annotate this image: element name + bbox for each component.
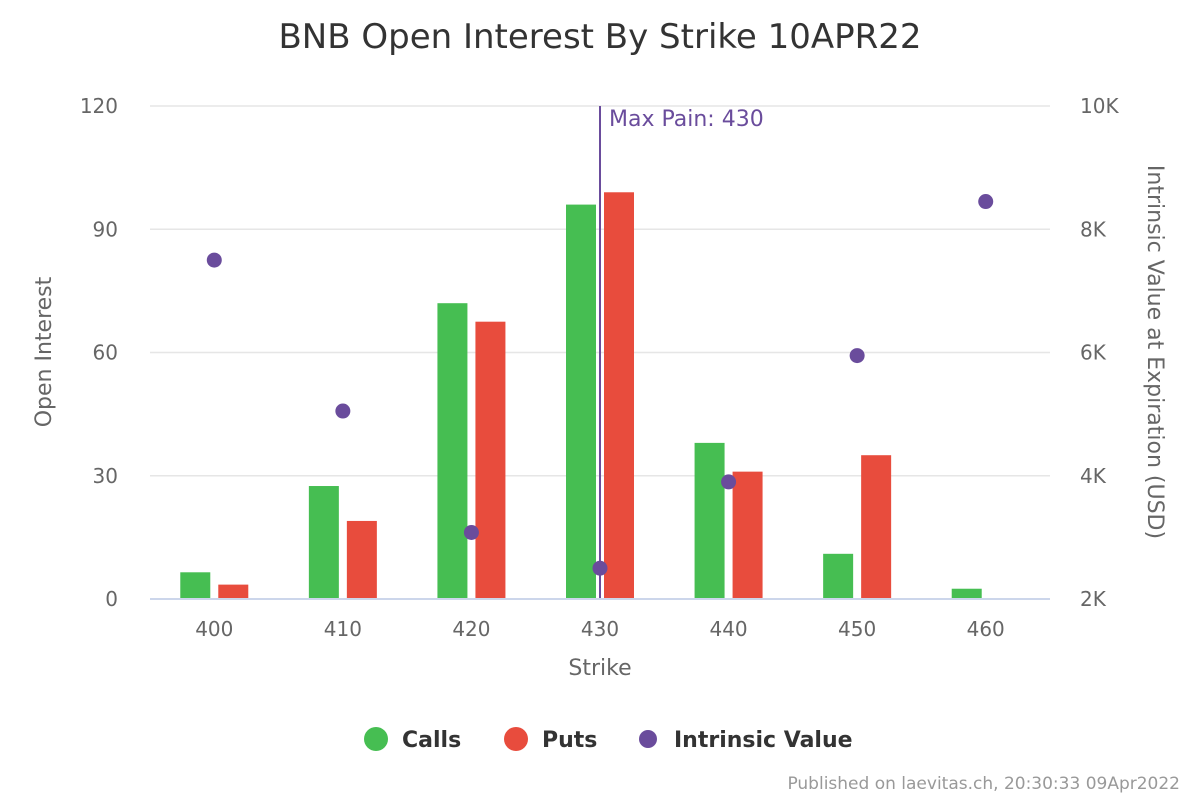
- calls-bar: [823, 553, 854, 599]
- puts-bar: [346, 520, 377, 599]
- y-tick-label: 30: [93, 464, 118, 488]
- legend-label: Puts: [542, 728, 597, 753]
- legend-item-calls[interactable]: Calls: [364, 727, 461, 753]
- legend-marker: [639, 730, 657, 748]
- x-tick-label: 430: [581, 617, 619, 641]
- x-tick-label: 450: [838, 617, 876, 641]
- calls-bar: [180, 572, 211, 599]
- intrinsic-value-point: [463, 524, 479, 540]
- x-tick-label: 460: [967, 617, 1005, 641]
- max-pain-label: Max Pain: 430: [609, 107, 764, 132]
- calls-bar: [566, 204, 596, 599]
- credit: Published on laevitas.ch, 20:30:33 09Apr…: [787, 774, 1180, 794]
- y-tick-label: 90: [93, 217, 118, 241]
- bars-layer: [180, 192, 982, 599]
- puts-bar: [218, 584, 249, 599]
- legend: Calls Puts Intrinsic Value: [364, 727, 853, 753]
- y2-tick-label: 2K: [1080, 587, 1107, 611]
- intrinsic-value-point: [721, 474, 737, 490]
- y-tick-label: 0: [105, 587, 118, 611]
- x-tick-label: 400: [195, 617, 233, 641]
- puts-bar: [604, 192, 634, 599]
- y2-tick-label: 8K: [1080, 217, 1107, 241]
- y2-axis-title: Intrinsic Value at Expiration (USD): [1142, 165, 1167, 539]
- puts-bar: [732, 471, 763, 599]
- y2-tick-label: 6K: [1080, 341, 1107, 365]
- intrinsic-points-layer: [206, 194, 994, 576]
- y2-tick-label: 4K: [1080, 464, 1107, 488]
- calls-bar: [308, 486, 339, 599]
- intrinsic-value-point: [206, 252, 222, 268]
- intrinsic-value-point: [849, 348, 865, 364]
- legend-label: Calls: [402, 728, 461, 753]
- x-tick-label: 410: [324, 617, 362, 641]
- y-axis: 0 30 60 90 120: [80, 94, 118, 611]
- x-axis-title: Strike: [568, 656, 631, 681]
- calls-bar: [951, 588, 982, 599]
- legend-label: Intrinsic Value: [674, 728, 853, 753]
- y-axis-title: Open Interest: [32, 276, 57, 427]
- x-axis: 400 410 420 430 440 450 460: [150, 598, 1050, 641]
- puts-bar: [475, 321, 506, 599]
- legend-item-puts[interactable]: Puts: [504, 727, 597, 753]
- chart-title: BNB Open Interest By Strike 10APR22: [278, 17, 921, 57]
- legend-marker: [364, 727, 388, 751]
- legend-marker: [504, 727, 528, 751]
- y2-axis: 2K 4K 6K 8K 10K: [1080, 94, 1119, 611]
- puts-bar: [861, 455, 892, 599]
- x-tick-label: 440: [709, 617, 747, 641]
- calls-bar: [694, 442, 725, 599]
- y-tick-label: 120: [80, 94, 118, 118]
- intrinsic-value-point: [592, 560, 608, 576]
- x-tick-label: 420: [452, 617, 490, 641]
- legend-item-intrinsic-value[interactable]: Intrinsic Value: [639, 728, 853, 753]
- max-pain-annotation: Max Pain: 430: [599, 106, 764, 599]
- intrinsic-value-point: [978, 194, 994, 210]
- intrinsic-value-point: [335, 403, 351, 419]
- calls-bar: [437, 303, 468, 599]
- y-tick-label: 60: [93, 341, 118, 365]
- y2-tick-label: 10K: [1080, 94, 1119, 118]
